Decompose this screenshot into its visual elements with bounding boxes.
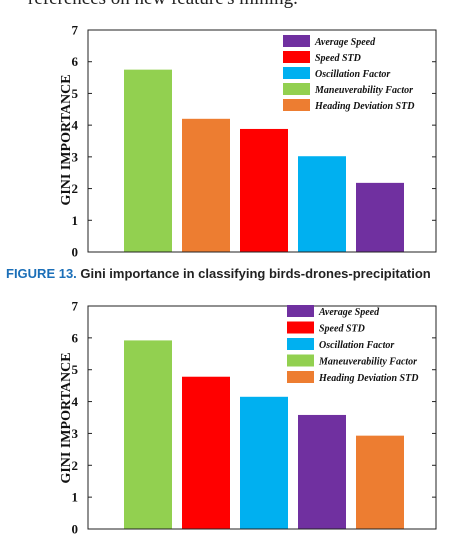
bar [298, 156, 346, 252]
y-tick-label: 7 [72, 23, 79, 38]
y-tick-label: 5 [72, 362, 79, 377]
legend-label: Maneuverability Factor [318, 357, 417, 368]
legend-swatch [287, 321, 314, 334]
bar [356, 182, 404, 252]
y-tick-label: 6 [72, 330, 79, 345]
legend-swatch [287, 305, 314, 317]
legend-swatch [287, 338, 314, 350]
y-tick-label: 1 [72, 213, 79, 228]
figure-caption: FIGURE 13. Gini importance in classifyin… [6, 266, 431, 281]
y-tick-label: 3 [72, 426, 79, 441]
legend-swatch [283, 83, 310, 95]
legend-label: Heading Deviation STD [314, 101, 414, 112]
intro-text: references on new feature's mining. [28, 0, 298, 10]
y-tick-label: 7 [72, 299, 79, 314]
figure-caption-text: Gini importance in classifying birds-dro… [76, 266, 431, 281]
bar [240, 396, 288, 529]
legend-swatch [287, 354, 314, 367]
bar [298, 414, 346, 529]
bar [356, 435, 404, 529]
y-tick-label: 1 [72, 490, 79, 505]
legend-swatch [283, 51, 310, 63]
legend-label: Speed STD [319, 324, 365, 335]
legend-label: Maneuverability Factor [314, 85, 413, 96]
y-tick-label: 5 [72, 86, 79, 101]
bar [182, 376, 230, 529]
plot-frame [87, 29, 437, 253]
legend-label: Oscillation Factor [315, 69, 390, 80]
bar-chart-2: 0 1 2 3 4 5 6 7 GINI IMPORTANCE Average Speed Spee… [59, 299, 437, 536]
y-tick-label: 4 [72, 394, 79, 409]
y-tick-label: 0 [72, 522, 79, 536]
y-tick-label: 4 [72, 118, 79, 133]
bar [124, 69, 172, 253]
legend-swatch [283, 35, 310, 47]
legend-label: Speed STD [315, 53, 361, 64]
plot-frame [87, 305, 437, 530]
legend-label: Average Speed [314, 37, 376, 48]
y-axis-title: GINI IMPORTANCE [59, 352, 74, 483]
y-tick-label: 6 [72, 54, 79, 69]
bar [124, 340, 172, 529]
y-axis-title: GINI IMPORTANCE [59, 74, 74, 205]
bar [182, 118, 230, 252]
legend-label: Oscillation Factor [319, 340, 394, 351]
bar-chart-1: 0 1 2 3 4 5 6 7 GINI IMPORTANCE Average Speed Spee… [59, 23, 437, 260]
legend-label: Average Speed [318, 307, 380, 318]
figure-number: FIGURE 13. [6, 266, 77, 281]
y-tick-label: 2 [72, 458, 79, 473]
legend-label: Heading Deviation STD [318, 373, 418, 384]
legend-swatch [283, 99, 310, 111]
bar [240, 128, 288, 252]
y-tick-label: 3 [72, 149, 79, 164]
y-tick-label: 0 [72, 245, 79, 260]
legend-swatch [287, 371, 314, 383]
legend-swatch [283, 67, 310, 79]
y-tick-label: 2 [72, 181, 79, 196]
